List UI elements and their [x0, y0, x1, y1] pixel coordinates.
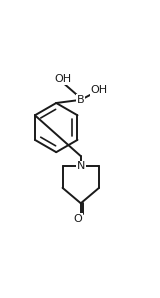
- Text: B: B: [77, 95, 85, 105]
- Text: O: O: [74, 214, 82, 224]
- Text: N: N: [77, 162, 85, 171]
- Text: OH: OH: [90, 85, 108, 95]
- Text: OH: OH: [54, 74, 71, 84]
